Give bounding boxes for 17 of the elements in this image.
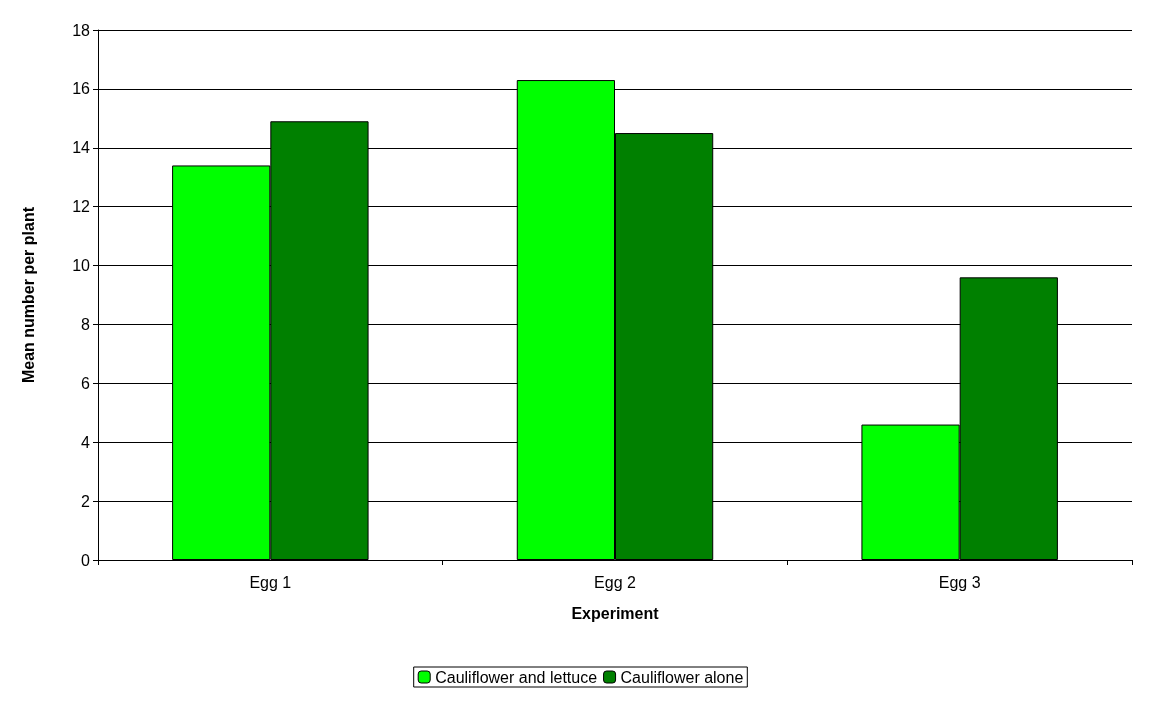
y-tick-label: 8 <box>81 315 91 333</box>
x-tick-label: Egg 2 <box>594 573 637 591</box>
y-tick-label: 10 <box>72 257 91 275</box>
legend-label: Cauliflower and lettuce <box>435 668 598 686</box>
y-tick-label: 4 <box>81 433 91 451</box>
y-tick-label: 18 <box>72 21 91 39</box>
legend-label: Cauliflower alone <box>620 668 744 686</box>
y-tick-label: 2 <box>81 492 91 510</box>
y-tick-label: 0 <box>81 551 91 569</box>
y-tick-label: 16 <box>72 80 91 98</box>
y-tick-label: 6 <box>81 374 91 392</box>
x-axis-title: Experiment <box>571 604 660 622</box>
x-tick-label: Egg 3 <box>938 573 981 591</box>
y-axis-title: Mean number per plant <box>19 206 37 384</box>
y-tick-label: 14 <box>72 139 91 157</box>
x-tick-label: Egg 1 <box>249 573 292 591</box>
y-tick-label: 12 <box>72 198 91 216</box>
